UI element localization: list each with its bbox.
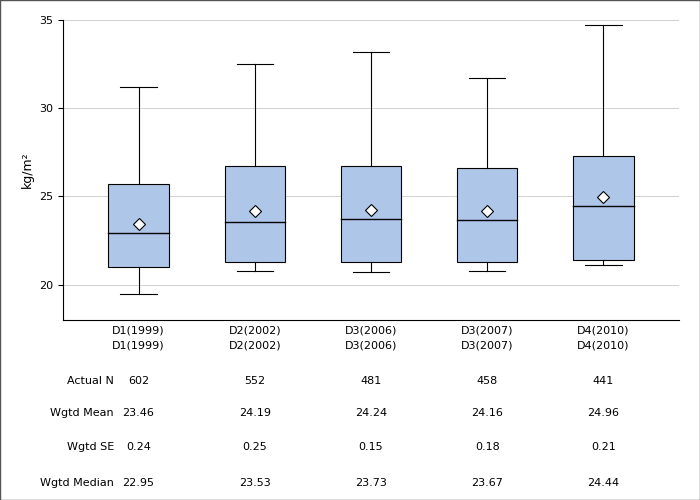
Text: 24.24: 24.24 bbox=[355, 408, 387, 418]
Bar bbox=[108, 184, 169, 267]
Text: 23.67: 23.67 bbox=[471, 478, 503, 488]
Text: 24.16: 24.16 bbox=[471, 408, 503, 418]
Text: Actual N: Actual N bbox=[67, 376, 114, 386]
Text: 23.53: 23.53 bbox=[239, 478, 271, 488]
Text: 0.15: 0.15 bbox=[358, 442, 384, 452]
Text: Wgtd Mean: Wgtd Mean bbox=[50, 408, 114, 418]
Text: 22.95: 22.95 bbox=[122, 478, 155, 488]
Bar bbox=[225, 166, 285, 262]
Y-axis label: kg/m²: kg/m² bbox=[20, 152, 34, 188]
Text: D3(2007): D3(2007) bbox=[461, 341, 514, 351]
Text: 0.18: 0.18 bbox=[475, 442, 500, 452]
Bar bbox=[457, 168, 517, 262]
Text: 23.46: 23.46 bbox=[122, 408, 155, 418]
Bar bbox=[573, 156, 634, 260]
Text: 458: 458 bbox=[477, 376, 498, 386]
Text: 23.73: 23.73 bbox=[355, 478, 387, 488]
Text: 24.19: 24.19 bbox=[239, 408, 271, 418]
Text: 0.21: 0.21 bbox=[591, 442, 616, 452]
Bar bbox=[341, 166, 401, 262]
Text: 0.25: 0.25 bbox=[242, 442, 267, 452]
Text: D3(2006): D3(2006) bbox=[345, 341, 397, 351]
Text: 24.44: 24.44 bbox=[587, 478, 620, 488]
Text: 441: 441 bbox=[593, 376, 614, 386]
Text: 552: 552 bbox=[244, 376, 265, 386]
Text: 0.24: 0.24 bbox=[126, 442, 151, 452]
Text: 602: 602 bbox=[128, 376, 149, 386]
Text: Wgtd Median: Wgtd Median bbox=[40, 478, 114, 488]
Text: 24.96: 24.96 bbox=[587, 408, 620, 418]
Text: 481: 481 bbox=[360, 376, 382, 386]
Text: Wgtd SE: Wgtd SE bbox=[66, 442, 114, 452]
Text: D2(2002): D2(2002) bbox=[228, 341, 281, 351]
Text: D1(1999): D1(1999) bbox=[112, 341, 165, 351]
Text: D4(2010): D4(2010) bbox=[578, 341, 630, 351]
